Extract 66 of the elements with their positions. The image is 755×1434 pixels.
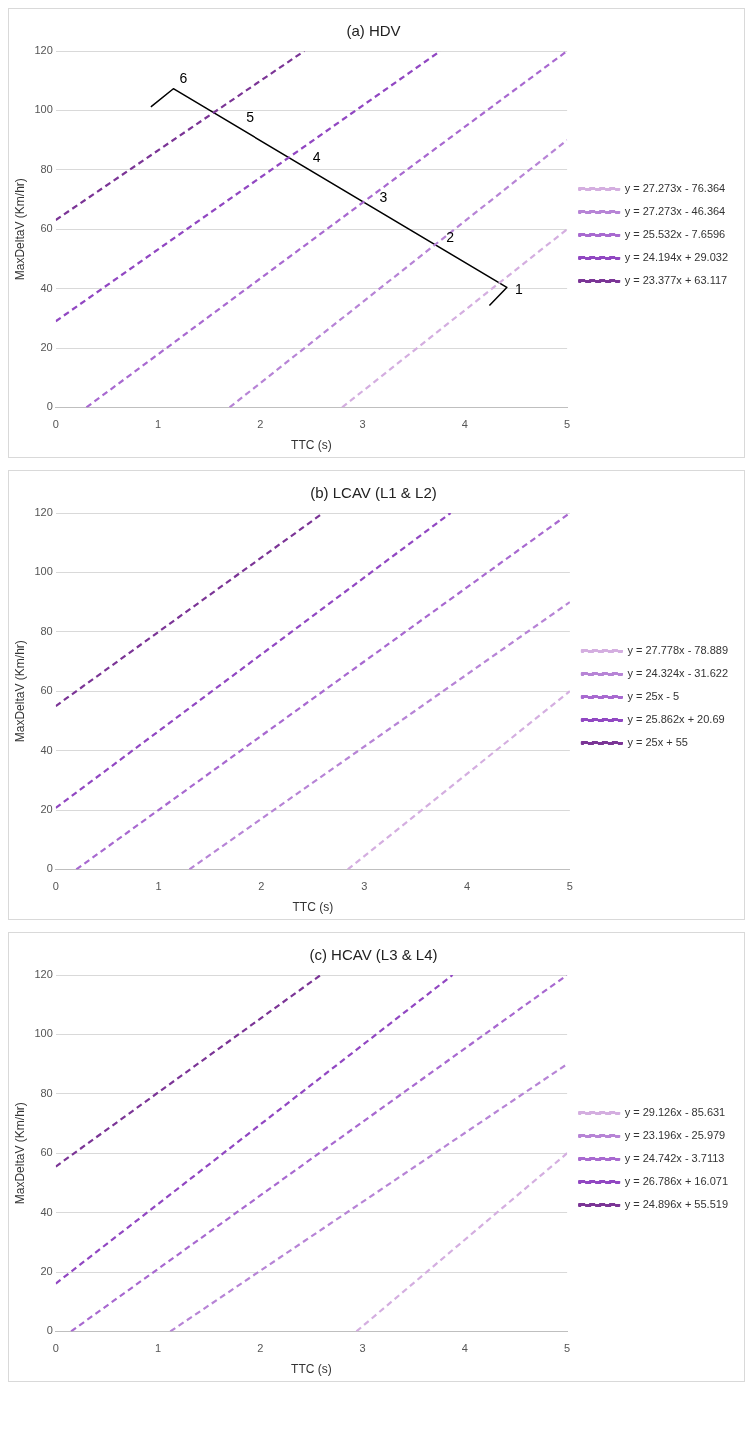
annotation: 5	[246, 109, 255, 126]
y-tick-label: 100	[34, 565, 53, 578]
legend-label: y = 24.742x - 3.7113	[624, 1152, 725, 1165]
chart-title: (c) HCAV (L3 & L4)	[309, 946, 438, 964]
x-tick-label: 3	[359, 418, 366, 431]
y-tick-label: 80	[40, 162, 53, 175]
y-tick-label: 100	[34, 103, 53, 116]
legend-label: y = 26.786x + 16.071	[624, 1175, 729, 1188]
chart-title: (a) HDV	[346, 22, 401, 40]
x-axis-title: TTC (s)	[291, 438, 332, 453]
y-tick-label: 20	[40, 341, 53, 354]
y-axis-title: MaxDeltaV (Km/hr)	[12, 1102, 27, 1205]
y-tick-label: 120	[34, 506, 53, 519]
annotation: 2	[446, 228, 455, 245]
x-tick-label: 5	[564, 1342, 571, 1355]
y-tick-label: 20	[40, 1265, 53, 1278]
x-tick-label: 5	[564, 418, 571, 431]
y-tick-label: 40	[40, 743, 53, 756]
y-tick-label: 80	[40, 624, 53, 637]
x-tick-label: 1	[154, 418, 162, 431]
x-tick-label: 4	[461, 1342, 468, 1355]
y-tick-label: 0	[46, 400, 53, 413]
x-tick-label: 1	[154, 1342, 162, 1355]
annotation: 4	[312, 149, 321, 166]
legend-label: y = 29.126x - 85.631	[624, 1106, 726, 1119]
legend-label: y = 24.896x + 55.519	[624, 1198, 729, 1211]
annotation: 6	[179, 69, 188, 86]
y-tick-label: 20	[40, 803, 53, 816]
x-tick-label: 5	[566, 880, 573, 893]
x-tick-label: 3	[359, 1342, 366, 1355]
x-axis-title: TTC (s)	[291, 1362, 332, 1377]
x-tick-label: 3	[361, 880, 368, 893]
y-tick-label: 0	[46, 862, 53, 875]
y-tick-label: 100	[34, 1027, 53, 1040]
legend-label: y = 27.273x - 46.364	[624, 205, 726, 218]
y-tick-label: 0	[46, 1324, 53, 1337]
y-axis-title: MaxDeltaV (Km/hr)	[12, 640, 27, 743]
legend-label: y = 25.532x - 7.6596	[624, 228, 726, 241]
legend-label: y = 27.273x - 76.364	[624, 182, 726, 195]
y-tick-label: 120	[34, 968, 53, 981]
y-tick-label: 120	[34, 44, 53, 57]
x-tick-label: 2	[258, 880, 265, 893]
legend-label: y = 23.196x - 25.979	[624, 1129, 726, 1142]
annotation: 3	[379, 188, 388, 205]
y-axis-title: MaxDeltaV (Km/hr)	[12, 178, 27, 281]
legend-label: y = 24.324x - 31.622	[627, 667, 729, 680]
y-tick-label: 40	[40, 281, 53, 294]
x-tick-label: 2	[257, 1342, 264, 1355]
legend-label: y = 25x - 5	[627, 690, 680, 703]
legend-label: y = 23.377x + 63.117	[624, 274, 728, 287]
y-tick-label: 60	[40, 222, 53, 235]
annotation: 1	[514, 281, 523, 298]
y-tick-label: 80	[40, 1086, 53, 1099]
y-tick-label: 60	[40, 1146, 53, 1159]
y-tick-label: 60	[40, 684, 53, 697]
x-axis-title: TTC (s)	[292, 900, 334, 915]
x-tick-label: 4	[464, 880, 471, 893]
legend-label: y = 25x + 55	[627, 736, 688, 749]
chart-title: (b) LCAV (L1 & L2)	[310, 484, 437, 502]
x-tick-label: 1	[155, 880, 162, 893]
legend-label: y = 27.778x - 78.889	[627, 644, 729, 657]
legend-label: y = 24.194x + 29.032	[624, 251, 729, 264]
x-tick-label: 2	[257, 418, 264, 431]
x-tick-label: 4	[461, 418, 468, 431]
y-tick-label: 40	[40, 1205, 53, 1218]
legend-label: y = 25.862x + 20.69	[627, 713, 725, 726]
